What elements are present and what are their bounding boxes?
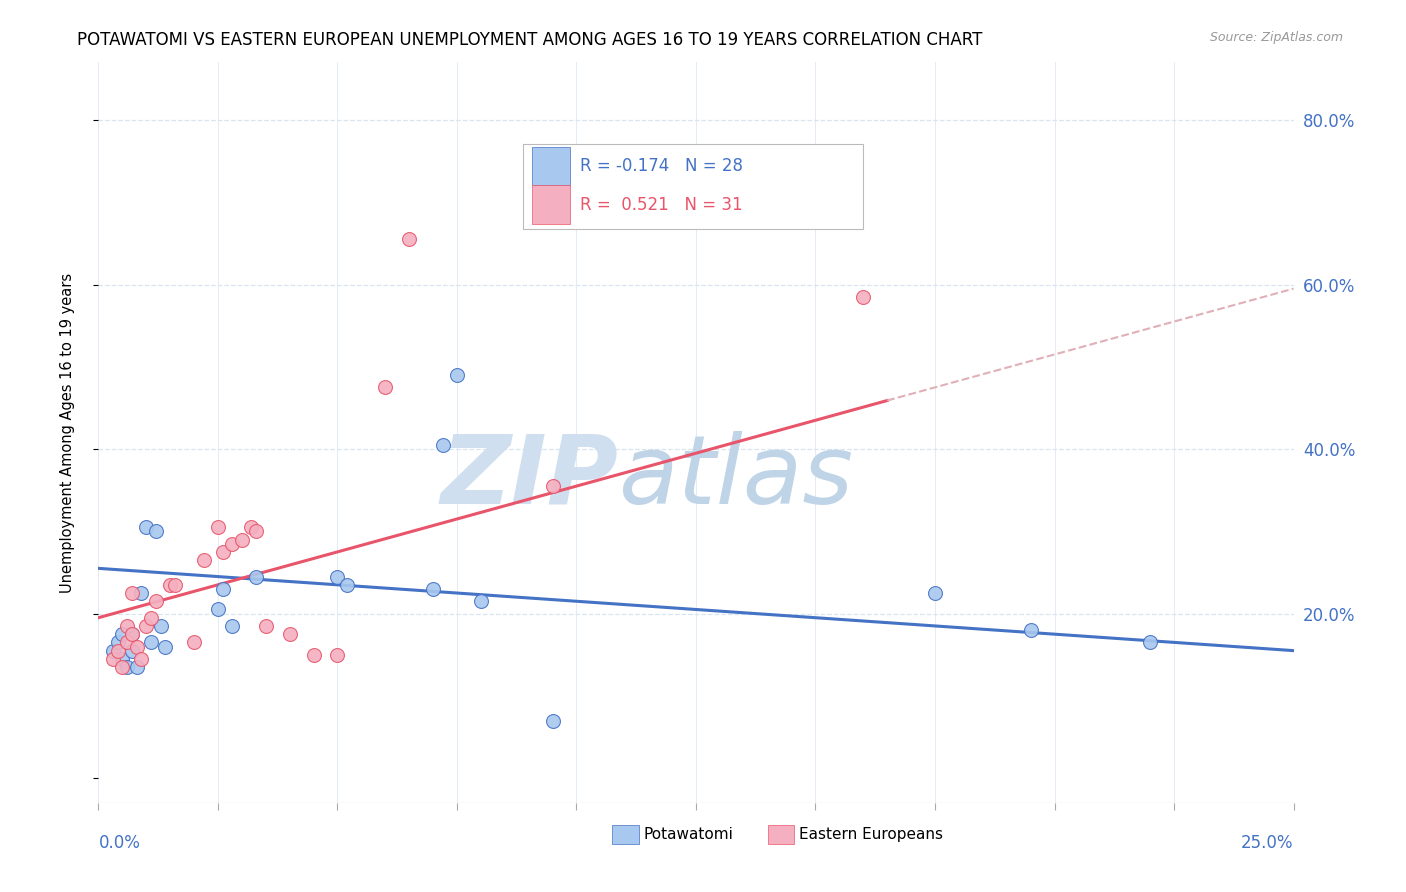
Point <box>115 619 138 633</box>
Text: ZIP: ZIP <box>440 431 619 524</box>
Point <box>422 582 444 596</box>
Point <box>541 714 564 728</box>
Point <box>149 619 172 633</box>
Point <box>139 635 162 649</box>
Point <box>125 660 148 674</box>
Point <box>254 619 277 633</box>
Point <box>924 586 946 600</box>
FancyBboxPatch shape <box>523 144 863 229</box>
Point <box>231 533 253 547</box>
Point <box>145 524 167 539</box>
Bar <box>533 147 571 186</box>
Point <box>121 627 143 641</box>
Point <box>115 635 138 649</box>
Point <box>101 652 124 666</box>
Text: POTAWATOMI VS EASTERN EUROPEAN UNEMPLOYMENT AMONG AGES 16 TO 19 YEARS CORRELATIO: POTAWATOMI VS EASTERN EUROPEAN UNEMPLOYM… <box>77 31 983 49</box>
Point <box>302 648 325 662</box>
Point <box>852 290 875 304</box>
Point <box>121 627 143 641</box>
Point <box>163 578 186 592</box>
Point <box>111 652 134 666</box>
Point <box>115 660 138 674</box>
Point <box>245 569 267 583</box>
Point <box>135 619 157 633</box>
Point <box>709 175 731 189</box>
Point <box>221 536 243 550</box>
Point <box>135 520 157 534</box>
Point <box>131 652 153 666</box>
Bar <box>533 186 571 224</box>
Bar <box>613 825 638 844</box>
Point <box>240 520 263 534</box>
Point <box>326 648 349 662</box>
Point <box>446 368 468 382</box>
Point <box>1139 635 1161 649</box>
Point <box>211 582 233 596</box>
Point <box>155 640 177 654</box>
Point <box>121 643 143 657</box>
Text: 0.0%: 0.0% <box>98 834 141 852</box>
Point <box>541 479 564 493</box>
Point <box>326 569 349 583</box>
Point <box>145 594 167 608</box>
Point <box>207 520 229 534</box>
Point <box>245 524 267 539</box>
Point <box>121 586 143 600</box>
Point <box>107 635 129 649</box>
Point <box>193 553 215 567</box>
Point <box>111 660 134 674</box>
Point <box>207 602 229 616</box>
Text: R =  0.521   N = 31: R = 0.521 N = 31 <box>581 195 742 213</box>
Text: Source: ZipAtlas.com: Source: ZipAtlas.com <box>1209 31 1343 45</box>
Point <box>111 627 134 641</box>
Text: Eastern Europeans: Eastern Europeans <box>799 827 943 842</box>
Point <box>125 640 148 654</box>
Point <box>398 232 420 246</box>
Point <box>221 619 243 633</box>
Point <box>183 635 205 649</box>
Point <box>131 586 153 600</box>
Point <box>159 578 181 592</box>
Point <box>139 610 162 624</box>
Point <box>374 380 396 394</box>
Text: Potawatomi: Potawatomi <box>644 827 734 842</box>
Bar <box>768 825 794 844</box>
Y-axis label: Unemployment Among Ages 16 to 19 years: Unemployment Among Ages 16 to 19 years <box>60 273 75 592</box>
Text: atlas: atlas <box>619 431 853 524</box>
Point <box>1019 623 1042 637</box>
Point <box>470 594 492 608</box>
Text: R = -0.174   N = 28: R = -0.174 N = 28 <box>581 157 742 175</box>
Point <box>101 643 124 657</box>
Point <box>432 438 454 452</box>
Point <box>211 545 233 559</box>
Point <box>336 578 359 592</box>
Point <box>107 643 129 657</box>
Text: 25.0%: 25.0% <box>1241 834 1294 852</box>
Point <box>278 627 301 641</box>
